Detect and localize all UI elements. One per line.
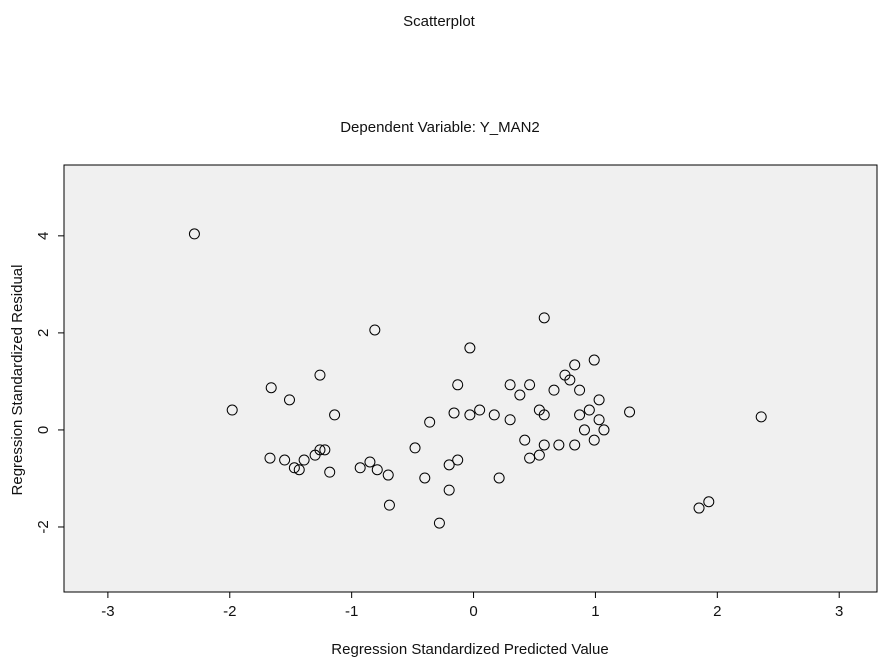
chart-title: Scatterplot — [403, 13, 476, 30]
y-tick-label: 4 — [35, 232, 52, 240]
point — [433, 517, 445, 529]
point — [452, 454, 464, 466]
point — [693, 502, 705, 514]
point — [588, 434, 600, 446]
point — [588, 354, 600, 366]
point — [703, 496, 715, 508]
point — [493, 472, 505, 484]
point — [293, 464, 305, 476]
point — [538, 409, 550, 421]
point — [419, 472, 431, 484]
point — [569, 439, 581, 451]
point — [283, 394, 295, 406]
point — [319, 444, 331, 456]
point — [474, 404, 486, 416]
x-tick-label: -2 — [223, 603, 236, 620]
point — [409, 442, 421, 454]
x-tick-label: 1 — [591, 603, 599, 620]
point — [369, 324, 381, 336]
point — [264, 452, 276, 464]
point — [464, 409, 476, 421]
point — [624, 406, 636, 418]
point — [593, 414, 605, 426]
point — [443, 459, 455, 471]
point — [383, 499, 395, 511]
point — [574, 409, 586, 421]
y-tick-label: -2 — [35, 520, 52, 533]
y-tick-label: 0 — [35, 426, 52, 434]
point — [593, 394, 605, 406]
x-tick-label: -1 — [345, 603, 358, 620]
point — [371, 464, 383, 476]
x-tick-label: 3 — [835, 603, 843, 620]
point — [519, 434, 531, 446]
point — [288, 462, 300, 474]
chart-subtitle: Dependent Variable: Y_MAN2 — [340, 119, 540, 136]
point — [548, 384, 560, 396]
point — [524, 452, 536, 464]
point — [188, 228, 200, 240]
x-tick-label: 0 — [469, 603, 477, 620]
point — [524, 379, 536, 391]
point — [354, 462, 366, 474]
x-tick-label: 2 — [713, 603, 721, 620]
point — [448, 407, 460, 419]
point — [443, 484, 455, 496]
point — [279, 454, 291, 466]
x-axis-label: Regression Standardized Predicted Value — [331, 641, 608, 658]
point — [329, 409, 341, 421]
point — [488, 409, 500, 421]
point — [452, 379, 464, 391]
point — [504, 379, 516, 391]
y-tick-label: 2 — [35, 329, 52, 337]
point — [564, 374, 576, 386]
point — [538, 312, 550, 324]
y-axis-label: Regression Standardized Residual — [9, 265, 26, 496]
point — [583, 404, 595, 416]
point — [298, 454, 310, 466]
point — [382, 469, 394, 481]
point — [538, 439, 550, 451]
point — [265, 382, 277, 394]
point — [598, 424, 610, 436]
point — [553, 439, 565, 451]
point — [578, 424, 590, 436]
point — [324, 466, 336, 478]
point — [424, 416, 436, 428]
point — [364, 456, 376, 468]
point — [514, 389, 526, 401]
plot-area — [63, 164, 878, 593]
point — [533, 449, 545, 461]
point — [504, 414, 516, 426]
point — [569, 359, 581, 371]
point — [574, 384, 586, 396]
point — [464, 342, 476, 354]
point — [314, 444, 326, 456]
point — [755, 411, 767, 423]
x-tick-label: -3 — [101, 603, 114, 620]
point — [314, 369, 326, 381]
point — [226, 404, 238, 416]
